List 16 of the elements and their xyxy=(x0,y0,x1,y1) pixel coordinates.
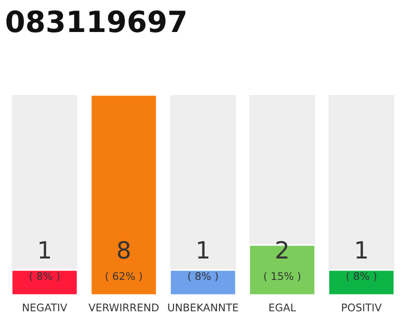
chart-title: 083119697 xyxy=(6,10,186,32)
x-tick-label: VERWIRREND xyxy=(88,304,159,312)
annotation: ( 62% ) xyxy=(106,272,142,282)
annotation: ( 8% ) xyxy=(346,272,376,282)
data-label: 1 xyxy=(40,241,50,259)
annotation: ( 8% ) xyxy=(30,272,60,282)
data-label: 1 xyxy=(356,241,367,259)
x-tick-label: UNBEKANNTE xyxy=(168,304,238,312)
annotation: ( 15% ) xyxy=(264,272,300,282)
annotation: ( 8% ) xyxy=(188,272,218,282)
x-tick-label: EGAL xyxy=(269,304,296,312)
x-tick-label: POSITIV xyxy=(342,304,382,312)
data-label: 8 xyxy=(118,240,130,259)
data-label: 2 xyxy=(276,240,288,259)
x-tick-label: NEGATIV xyxy=(22,304,68,312)
data-label: 1 xyxy=(198,241,208,259)
